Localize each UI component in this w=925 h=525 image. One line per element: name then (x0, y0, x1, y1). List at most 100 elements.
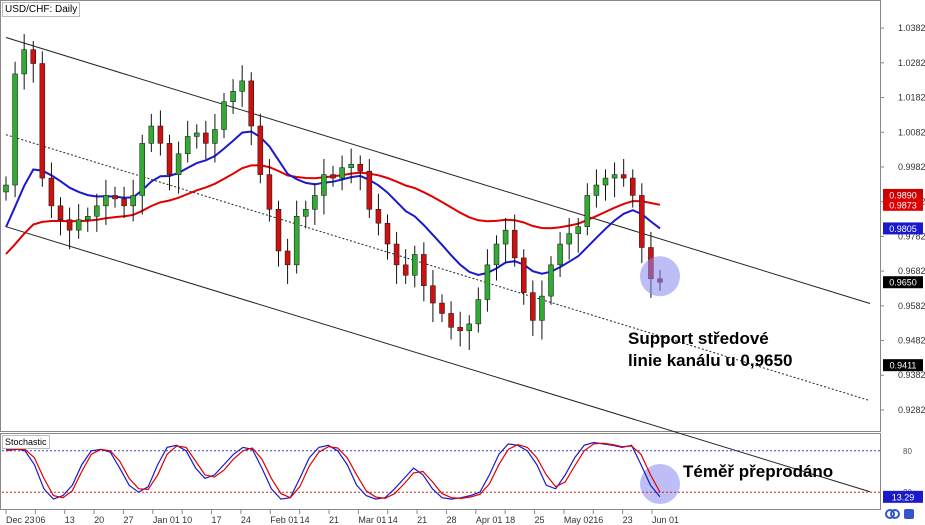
candle-body (175, 153, 182, 175)
channel-upper-line (5, 37, 871, 304)
price-tick-label: 1.0282 (898, 58, 925, 68)
price-tag-box (883, 222, 923, 235)
candle-body (366, 170, 373, 210)
highlight-circles (640, 256, 680, 504)
candle-body (639, 195, 645, 248)
stochastic-level-label: 80 (903, 447, 912, 456)
price-tag-box (883, 359, 923, 372)
candle-body (611, 174, 618, 179)
candle-body (284, 250, 291, 266)
oversold-highlight-circle (640, 464, 680, 504)
price-tick-label: 0.9782 (898, 231, 925, 241)
candle-body (511, 229, 518, 259)
candle-body (539, 295, 545, 321)
date-tick-label: 06 (35, 515, 45, 525)
candle-body (412, 254, 418, 276)
price-tag-box (883, 276, 923, 289)
candle-body (557, 243, 563, 266)
candle-body (157, 125, 164, 144)
channel-lower-line (5, 226, 871, 493)
candle-body (484, 264, 491, 300)
candle-body (3, 184, 9, 193)
date-tick-label: 14 (300, 515, 310, 525)
candle-body (530, 292, 536, 321)
price-tick-label: 1.0082 (898, 127, 925, 137)
price-tag-box (883, 188, 923, 201)
stochastic-lines: 802013.29 (2, 441, 923, 503)
candle-body (148, 125, 155, 144)
candle-body (439, 302, 445, 314)
candle-body (139, 143, 145, 196)
candle-body (166, 143, 173, 175)
annotation-support: Support středové linie kanálu u 0,9650 (628, 328, 792, 372)
date-tick-label: Dec 23 (6, 515, 35, 525)
annotation-support-text: Support středové linie kanálu u 0,9650 (628, 329, 793, 370)
candle-body (566, 233, 572, 245)
candle-body (548, 264, 554, 297)
date-tick-label: 10 (182, 515, 192, 525)
date-tick-label: 21 (329, 515, 339, 525)
candle-body (430, 285, 436, 304)
date-tick-label: 21 (417, 515, 427, 525)
date-tick-label: May 02 (564, 515, 594, 525)
candle-body (266, 174, 273, 210)
stochastic-title: Stochastic (2, 435, 50, 449)
candle-body (502, 229, 509, 245)
candle-body (448, 313, 454, 328)
price-channel (5, 37, 871, 493)
date-tick-label: 13 (65, 515, 75, 525)
link-icon[interactable] (885, 509, 900, 519)
candle-body (475, 299, 482, 325)
date-tick-label: 27 (123, 515, 133, 525)
candle-body (457, 327, 463, 332)
candle-body (384, 222, 391, 245)
candle-body (602, 177, 609, 186)
price-tick-label: 1.0182 (898, 93, 925, 103)
price-tick-label: 0.9982 (898, 162, 925, 172)
candle-body (421, 254, 427, 286)
stochastic-d-line (5, 442, 661, 500)
candle-body (203, 132, 209, 144)
candle-body (348, 163, 354, 168)
candle-body (620, 174, 627, 179)
candle-body (57, 205, 64, 220)
price-tag-label: 0.9890 (889, 190, 917, 200)
candle-body (375, 209, 382, 224)
candle-body (39, 63, 46, 179)
price-tag-label: 0.9411 (890, 361, 917, 371)
candle-body (402, 264, 409, 276)
date-tick-label: Apr 01 (476, 515, 503, 525)
price-tick-label: 0.9282 (898, 405, 925, 415)
chart-title: USD/CHF: Daily (2, 2, 81, 17)
candle-body (194, 132, 200, 137)
annotation-oversold-text: Téměř přeprodáno (683, 462, 834, 481)
candle-body (85, 216, 91, 220)
candle-body (330, 174, 336, 179)
date-tick-label: Feb 01 (270, 515, 298, 525)
candle-body (593, 184, 600, 196)
date-tick-label: 25 (535, 515, 545, 525)
stochastic-value-box (883, 490, 923, 503)
price-tag-box (883, 198, 923, 211)
candle-body (303, 209, 309, 217)
stochastic-value-label: 13.29 (892, 492, 915, 502)
candle-body (312, 195, 318, 210)
candle-body (293, 216, 300, 266)
price-tick-label: 0.9682 (898, 266, 925, 276)
date-tick-label: 20 (94, 515, 104, 525)
candle-body (466, 323, 472, 332)
candle-body (230, 91, 236, 102)
candle-body (221, 101, 227, 130)
annotation-oversold: Téměř přeprodáno (683, 461, 833, 483)
tool-icon[interactable] (904, 509, 914, 519)
channel-middle-line (5, 134, 871, 402)
price-tag-label: 0.9805 (889, 224, 917, 234)
date-axis: Dec 23 06 13 20 27 Jan 01 10 17 24 Feb 01 14 21 Mar … (5, 510, 679, 525)
candle-body (393, 243, 400, 266)
date-tick-label: 17 (212, 515, 222, 525)
candle-body (66, 219, 73, 231)
candle-body (48, 177, 55, 207)
candle-body (275, 209, 282, 252)
